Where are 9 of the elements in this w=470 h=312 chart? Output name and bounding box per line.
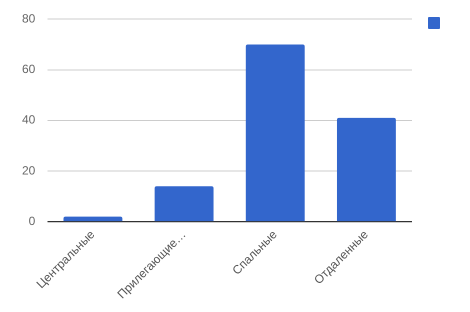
y-tick-label: 0 — [28, 214, 36, 228]
bar — [63, 216, 122, 222]
bar — [154, 186, 214, 222]
bar — [336, 118, 396, 222]
bar — [246, 44, 305, 222]
y-tick-label: 20 — [22, 163, 36, 178]
y-tick-label: 80 — [22, 12, 36, 26]
y-tick-label: 40 — [22, 112, 36, 127]
y-tick-label: 60 — [22, 62, 36, 76]
